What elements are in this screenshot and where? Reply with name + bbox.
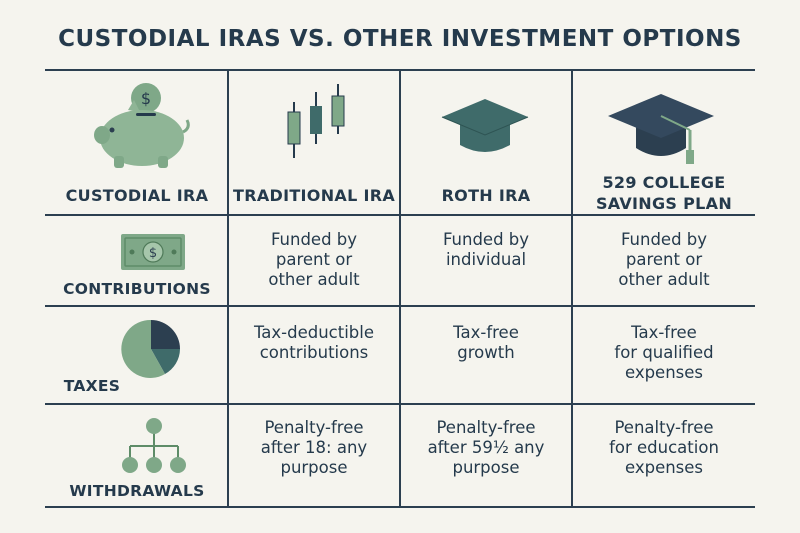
svg-text:$: $: [149, 246, 157, 261]
cell-529-taxes: Tax-free for qualified expenses: [614, 323, 714, 382]
graduation-cap-icon: [441, 99, 529, 152]
candlestick-chart-icon: [287, 84, 345, 158]
cell-529-contributions: Funded by parent or other adult: [618, 230, 710, 289]
column-header-529-plan: 529 COLLEGE SAVINGS PLAN: [595, 173, 733, 213]
cell-traditional-contributions: Funded by parent or other adult: [268, 230, 360, 289]
row-label-contributions: CONTRIBUTIONS: [63, 280, 211, 298]
piggy-bank-icon: $: [94, 83, 190, 168]
table-border-bottom: [45, 506, 755, 508]
graduation-cap-tassel-icon: [608, 94, 714, 164]
column-divider: [571, 69, 573, 507]
column-divider: [399, 69, 401, 507]
row-label-taxes: TAXES: [63, 377, 121, 395]
cell-roth-contributions: Funded by individual: [442, 230, 530, 269]
cell-529-withdrawals: Penalty-free for education expenses: [609, 418, 719, 477]
dollar-bill-icon: $: [121, 234, 185, 270]
cell-roth-withdrawals: Penalty-free after 59½ any purpose: [427, 418, 545, 477]
cell-traditional-taxes: Tax-deductible contributions: [253, 323, 375, 362]
svg-text:$: $: [141, 89, 151, 108]
column-header-custodial-ira: CUSTODIAL IRA: [65, 186, 209, 205]
column-divider: [227, 69, 229, 507]
page-title: CUSTODIAL IRAS VS. OTHER INVESTMENT OPTI…: [58, 26, 742, 52]
cell-traditional-withdrawals: Penalty-free after 18: any purpose: [260, 418, 368, 477]
column-header-traditional-ira: TRADITIONAL IRA: [232, 186, 395, 205]
hierarchy-icon: [122, 418, 186, 473]
row-label-withdrawals: WITHDRAWALS: [69, 482, 205, 500]
column-header-roth-ira: ROTH IRA: [441, 186, 531, 205]
cell-roth-taxes: Tax-free growth: [453, 323, 519, 362]
pie-chart-icon: [121, 319, 180, 378]
